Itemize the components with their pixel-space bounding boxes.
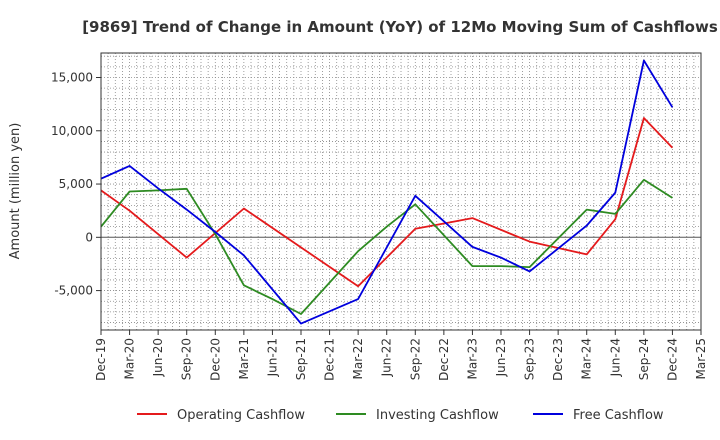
y-tick-label: 10,000 — [51, 124, 93, 138]
legend-label-operating-cashflow: Operating Cashflow — [177, 408, 305, 423]
y-tick-label: 15,000 — [51, 71, 93, 85]
grid — [101, 53, 701, 330]
x-tick-label: Sep-21 — [294, 338, 308, 380]
chart-title: [9869] Trend of Change in Amount (YoY) o… — [82, 18, 718, 36]
y-tick-label: 5,000 — [59, 177, 93, 191]
series-lines — [100, 59, 674, 325]
x-tick-label: Dec-19 — [94, 338, 108, 381]
x-tick-label: Mar-24 — [580, 338, 594, 379]
x-tick-label: Jun-23 — [494, 338, 508, 377]
x-tick-label: Sep-24 — [637, 338, 651, 380]
legend: Operating Cashflow Investing Cashflow Free… — [137, 408, 664, 423]
x-tick-label: Mar-23 — [465, 338, 479, 379]
y-axis-ticks: 15,000 10,000 5,000 0 -5,000 — [51, 71, 101, 298]
plot-frame — [100, 52, 702, 331]
x-tick-label: Dec-23 — [551, 338, 565, 381]
series-line-investing-cashflow — [100, 178, 673, 315]
series-line-free-cashflow — [100, 59, 674, 325]
x-tick-label: Sep-23 — [523, 338, 537, 380]
legend-label-investing-cashflow: Investing Cashflow — [376, 408, 499, 423]
x-tick-label: Dec-22 — [437, 338, 451, 381]
x-tick-label: Mar-25 — [694, 338, 708, 379]
x-tick-label: Jun-22 — [380, 338, 394, 377]
x-tick-label: Dec-21 — [323, 338, 337, 381]
x-tick-label: Jun-24 — [608, 338, 622, 377]
y-tick-label: 0 — [85, 230, 93, 244]
x-tick-label: Sep-20 — [180, 338, 194, 380]
x-tick-label: Jun-21 — [265, 338, 279, 377]
x-tick-label: Jun-20 — [151, 338, 165, 377]
x-axis-ticks: Dec-19 Mar-20 Jun-20 Sep-20 Dec-20 Mar-21 Jun-… — [94, 330, 708, 381]
y-axis-label: Amount (million yen) — [8, 123, 23, 260]
x-tick-label: Dec-20 — [208, 338, 222, 381]
y-tick-label: -5,000 — [54, 284, 93, 298]
x-tick-label: Sep-22 — [408, 338, 422, 380]
x-tick-label: Mar-22 — [351, 338, 365, 379]
x-tick-label: Mar-21 — [237, 338, 251, 379]
x-tick-label: Dec-24 — [665, 338, 679, 381]
series-line-operating-cashflow — [100, 117, 674, 288]
legend-label-free-cashflow: Free Cashflow — [573, 408, 664, 423]
x-tick-label: Mar-20 — [123, 338, 137, 379]
